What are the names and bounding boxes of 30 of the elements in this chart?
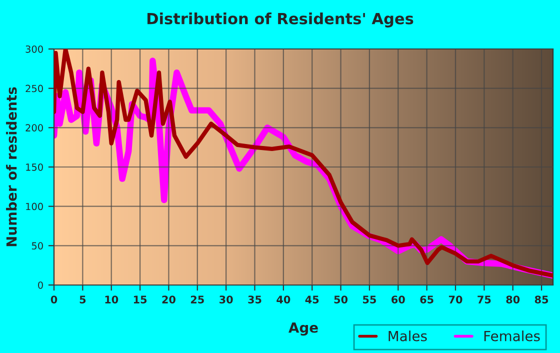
x-tick-label: 10 xyxy=(105,296,118,304)
y-tick-label: 50 xyxy=(32,242,43,250)
chart-title: Distribution of Residents' Ages xyxy=(147,12,414,28)
x-tick-label: 60 xyxy=(392,296,405,304)
x-tick-label: 30 xyxy=(220,296,233,304)
y-tick-label: 100 xyxy=(26,202,43,210)
x-tick-label: 80 xyxy=(506,296,520,304)
y-tick-label: 250 xyxy=(26,84,43,92)
x-tick-label: 75 xyxy=(478,296,491,304)
y-axis-title: Number of residents xyxy=(6,87,17,246)
legend-label: Males xyxy=(388,330,427,342)
x-tick-label: 45 xyxy=(305,296,319,304)
legend-label: Females xyxy=(484,330,540,342)
x-tick-label: 15 xyxy=(134,296,147,304)
x-tick-label: 25 xyxy=(190,296,204,304)
x-tick-label: 20 xyxy=(162,296,176,304)
x-tick-label: 70 xyxy=(448,296,462,304)
x-tick-label: 5 xyxy=(80,296,86,304)
x-tick-label: 50 xyxy=(334,296,348,304)
x-tick-label: 65 xyxy=(420,296,434,304)
y-tick-label: 150 xyxy=(26,163,43,171)
x-tick-label: 0 xyxy=(50,296,58,304)
y-tick-label: 300 xyxy=(26,45,43,53)
x-tick-label: 55 xyxy=(363,296,376,304)
y-tick-label: 0 xyxy=(38,281,43,289)
x-tick-label: 35 xyxy=(248,296,262,304)
x-axis-title: Age xyxy=(288,322,318,336)
x-tick-label: 40 xyxy=(276,296,290,304)
y-tick-label: 200 xyxy=(26,124,43,132)
x-tick-label: 85 xyxy=(534,296,548,304)
